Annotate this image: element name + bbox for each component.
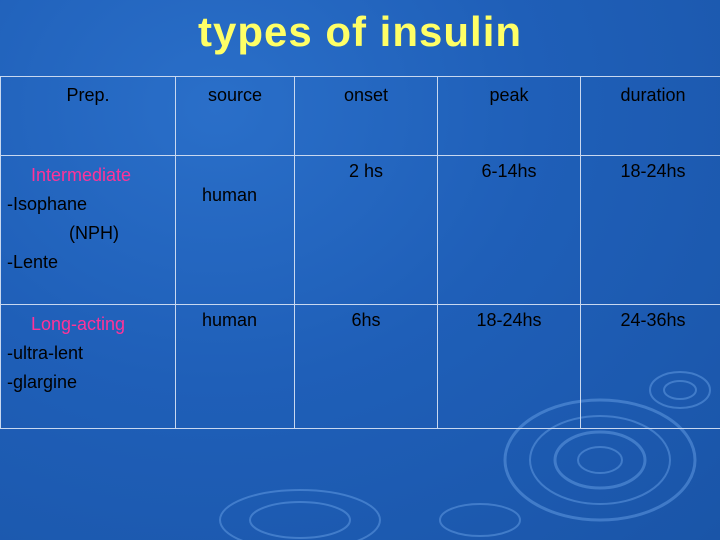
header-duration: duration <box>580 76 720 156</box>
category-label: Intermediate <box>31 165 132 185</box>
source-cell: human <box>175 155 295 305</box>
peak-cell: 6-14hs <box>437 155 581 305</box>
duration-cell: 18-24hs <box>580 155 720 305</box>
prep-item: -Lente <box>7 252 59 272</box>
table-row: Intermediate -Isophane (NPH) -Lente huma… <box>0 155 720 305</box>
onset-cell: 6hs <box>294 304 438 429</box>
slide-title: types of insulin <box>197 8 523 55</box>
duration-cell: 24-36hs <box>580 304 720 429</box>
prep-item: -Isophane <box>7 194 88 214</box>
prep-item: -ultra-lent <box>7 343 84 363</box>
prep-cell: Long-acting -ultra-lent -glargine <box>0 304 176 429</box>
category-label: Long-acting <box>31 314 126 334</box>
prep-item: (NPH) <box>69 223 119 243</box>
source-value: human <box>202 185 258 205</box>
source-value: human <box>202 310 258 330</box>
header-onset: onset <box>294 76 438 156</box>
source-cell: human <box>175 304 295 429</box>
table-header-row: Prep. source onset peak duration <box>0 76 720 156</box>
peak-cell: 18-24hs <box>437 304 581 429</box>
onset-cell: 2 hs <box>294 155 438 305</box>
prep-cell: Intermediate -Isophane (NPH) -Lente <box>0 155 176 305</box>
prep-item: -glargine <box>7 372 78 392</box>
header-source: source <box>175 76 295 156</box>
table-row: Long-acting -ultra-lent -glargine human … <box>0 304 720 429</box>
header-peak: peak <box>437 76 581 156</box>
insulin-types-table: Prep. source onset peak duration Interme… <box>0 76 720 429</box>
header-prep: Prep. <box>0 76 176 156</box>
